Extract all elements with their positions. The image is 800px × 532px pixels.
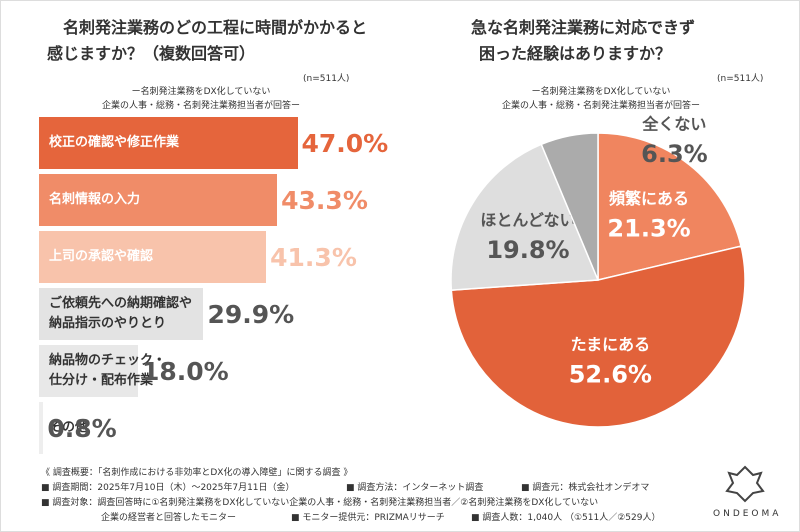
logo-text: ONDEOMA — [713, 509, 782, 519]
bar — [39, 117, 298, 169]
right-title-line: 急な名刺発注業務に対応できず — [471, 18, 696, 37]
slice-name: ほとんどない — [480, 210, 575, 229]
footer-item: ■ 調査方法：インターネット調査 — [346, 483, 484, 493]
right-note: (n=511人) — [717, 74, 764, 84]
right-title-line: 困った経験はありますか？ — [479, 44, 672, 63]
value-label: 47.0% — [301, 128, 389, 158]
slice-name: たまにある — [571, 335, 651, 354]
left-note: (n=511人) — [303, 74, 350, 84]
bar-label: 校正の確認や修正作業 — [49, 135, 180, 150]
bar — [39, 402, 44, 454]
slice-name: 全くない — [641, 115, 706, 134]
right-subtitle: 企業の人事・総務・名刺発注業務担当者が回答ー — [501, 101, 700, 111]
value-label: 0.8% — [47, 413, 117, 443]
footer-item: ■ 調査期間：2025年7月10日（木）〜2025年7月11日（金） — [41, 483, 295, 493]
bar — [39, 231, 267, 283]
bar-label: 納品物のチェック・ 仕分け・配布作業 — [49, 353, 166, 388]
footer-item: 企業の経営者と回答したモニター — [101, 513, 237, 523]
footer-item: ■ モニター提供元：PRIZMAリサーチ — [291, 513, 445, 523]
slice-value: 52.6% — [569, 360, 652, 388]
value-label: 18.0% — [142, 356, 229, 386]
bar-label: 名刺情報の入力 — [49, 192, 141, 207]
bar — [39, 345, 138, 397]
pie-slice — [450, 245, 746, 428]
value-label: 43.3% — [281, 185, 368, 215]
slice-value: 6.3% — [641, 140, 708, 168]
bar — [39, 174, 278, 226]
bar-label: その他 — [49, 420, 89, 435]
left-title-line: 名刺発注業務のどの工程に時間がかかると — [63, 18, 368, 37]
footer-item: ■ 調査人数：1,040人 （①511人／②529人） — [471, 513, 661, 523]
footer-heading: 《 調査概要：「名刺作成における非効率とDX化の導入障壁」に関する調査 》 — [41, 468, 353, 478]
left-subtitle: ー名刺発注業務をDX化していない — [131, 87, 271, 97]
bar — [39, 288, 204, 340]
footer-item: ■ 調査対象：調査回答時に①名刺発注業務をDX化していない企業の人事・総務・名刺… — [41, 498, 599, 508]
slice-value: 19.8% — [486, 236, 569, 264]
value-label: 29.9% — [207, 299, 295, 329]
slice-name: 頻繁にある — [609, 189, 689, 208]
pie-slice — [597, 132, 742, 281]
logo-mark — [725, 465, 765, 503]
left-subtitle: 企業の人事・総務・名刺発注業務担当者が回答ー — [101, 101, 300, 111]
bar-label: 上司の承認や確認 — [49, 249, 154, 264]
pie-slice — [540, 132, 599, 281]
footer-item: ■ 調査元：株式会社オンデオマ — [521, 483, 650, 493]
pie-slice — [450, 143, 600, 291]
slice-value: 21.3% — [607, 214, 690, 242]
right-subtitle: ー名刺発注業務をDX化していない — [531, 87, 671, 97]
bar-label: ご依頼先への納期確認や 納品指示のやりとり — [49, 296, 193, 331]
left-title-line: 感じますか？（複数回答可） — [47, 44, 256, 63]
value-label: 41.3% — [270, 242, 357, 272]
